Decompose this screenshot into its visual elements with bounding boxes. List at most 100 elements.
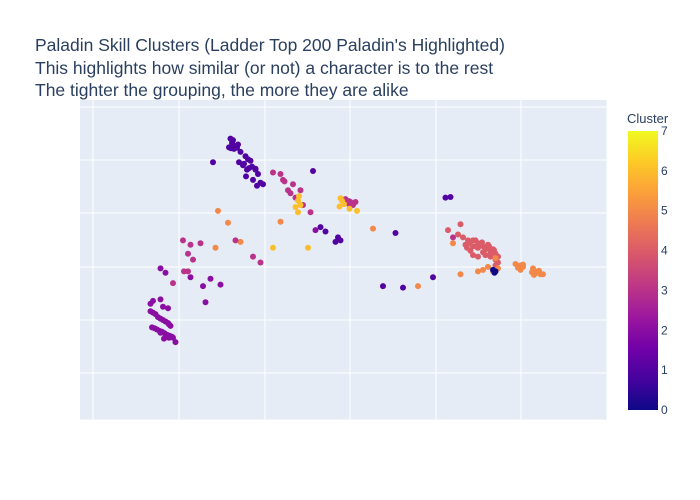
scatter-point <box>260 181 266 188</box>
scatter-point <box>240 162 246 169</box>
scatter-point <box>296 193 302 200</box>
scatter-point <box>270 244 276 251</box>
colorbar-tick-label: 5 <box>661 204 668 218</box>
scatter-point <box>277 218 284 225</box>
scatter-point <box>270 169 276 176</box>
scatter-point <box>185 268 191 275</box>
scatter-point <box>491 269 498 276</box>
scatter-point <box>297 187 304 194</box>
scatter-point <box>157 329 164 336</box>
scatter-point <box>160 303 166 310</box>
scatter-point <box>474 244 480 251</box>
scatter-point <box>457 221 464 228</box>
scatter-point <box>430 274 436 281</box>
scatter-point <box>529 269 535 276</box>
scatter-point <box>215 207 221 214</box>
scatter-point <box>290 181 296 188</box>
scatter-point <box>322 228 329 235</box>
scatter-point <box>307 209 314 216</box>
scatter-point <box>234 144 240 151</box>
scatter-point <box>225 219 231 226</box>
scatter-point <box>243 173 249 180</box>
chart-title: Paladin Skill Clusters (Ladder Top 200 P… <box>35 35 505 55</box>
scatter-point <box>180 237 186 244</box>
scatter-point <box>207 275 214 282</box>
colorbar <box>628 131 658 410</box>
scatter-point <box>281 178 288 185</box>
scatter-point <box>350 202 356 208</box>
scatter-point <box>447 194 454 200</box>
scatter-point <box>237 148 244 155</box>
scatter-point <box>157 265 164 272</box>
scatter-point <box>305 244 311 251</box>
scatter-point <box>237 238 244 245</box>
scatter-point <box>442 194 449 201</box>
chart-title-block: Paladin Skill Clusters (Ladder Top 200 P… <box>35 34 505 102</box>
scatter-point <box>415 283 421 290</box>
scatter-point <box>297 202 304 208</box>
scatter-point <box>255 171 261 177</box>
scatter-point <box>536 267 542 274</box>
scatter-point <box>212 244 219 251</box>
scatter-point <box>335 234 341 241</box>
scatter-point <box>445 227 451 234</box>
scatter-point <box>277 171 284 177</box>
scatter-point <box>250 253 256 260</box>
scatter-point <box>200 283 206 290</box>
scatter-point <box>310 168 316 174</box>
scatter-point <box>246 165 252 172</box>
scatter-point <box>170 334 176 341</box>
scatter-point <box>466 240 472 246</box>
colorbar-tick-label: 6 <box>661 164 668 178</box>
scatter-point <box>287 190 294 197</box>
scatter-point <box>392 230 399 236</box>
scatter-point <box>147 300 154 307</box>
scatter-point <box>232 237 239 244</box>
scatter-point <box>380 283 386 290</box>
scatter-point <box>450 240 456 247</box>
scatter-point <box>210 159 216 166</box>
colorbar-tick-label: 0 <box>661 403 668 417</box>
scatter-point <box>346 205 353 212</box>
scatter-point <box>295 209 301 216</box>
scatter-point <box>252 165 259 172</box>
scatter-point <box>292 204 299 210</box>
scatter-point <box>228 145 234 152</box>
scatter-point <box>370 225 376 232</box>
scatter-point <box>492 255 499 262</box>
scatter-point <box>247 157 254 164</box>
colorbar-tick-label: 1 <box>661 363 668 377</box>
scatter-point <box>482 252 489 259</box>
scatter-point <box>479 239 485 246</box>
scatter-point <box>472 237 479 244</box>
colorbar-tick-label: 7 <box>661 124 668 138</box>
scatter-point <box>450 234 456 241</box>
scatter-point <box>187 274 194 281</box>
scatter-point <box>480 266 486 273</box>
scatter-point <box>217 281 224 288</box>
colorbar-tick-label: 4 <box>661 244 668 258</box>
chart-subtitle-1: This highlights how similar (or not) a c… <box>35 57 494 78</box>
scatter-point <box>161 335 167 342</box>
scatter-point <box>475 253 481 260</box>
scatter-point <box>167 322 174 329</box>
scatter-point <box>486 243 492 250</box>
scatter-point <box>491 247 497 254</box>
scatter-point <box>336 203 343 210</box>
scatter-point <box>312 227 319 234</box>
scatter-point <box>460 234 466 241</box>
scatter-point <box>172 339 179 346</box>
colorbar-tick-label: 2 <box>661 323 668 337</box>
scatter-point <box>487 253 494 260</box>
scatter-point <box>341 201 347 208</box>
scatter-point <box>475 268 481 275</box>
scatter-point <box>190 256 196 263</box>
scatter-point <box>515 264 521 271</box>
scatter-point <box>346 198 352 205</box>
chart-subtitle-2: The tighter the grouping, the more they … <box>35 80 409 100</box>
scatter-point <box>485 263 491 270</box>
colorbar-title: Cluster <box>627 111 669 126</box>
scatter-point <box>257 259 264 266</box>
scatter-point <box>540 271 546 278</box>
scatter-point <box>185 250 191 257</box>
